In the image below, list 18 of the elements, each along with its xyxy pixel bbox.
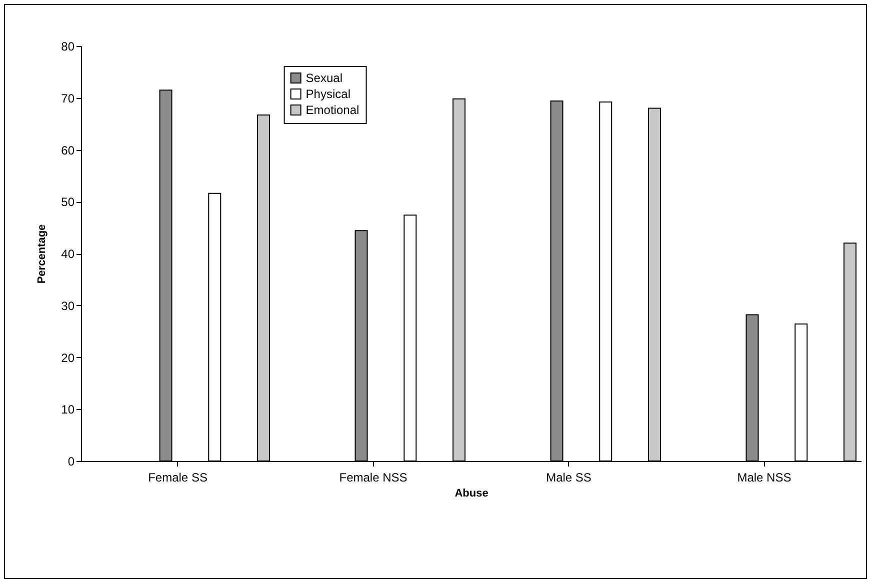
x-tick-label: Female NSS (339, 470, 408, 484)
y-tick-label: 0 (68, 454, 75, 468)
x-tick-label: Male SS (546, 470, 592, 484)
y-tick-label: 50 (61, 195, 75, 210)
y-tick-label: 20 (61, 350, 75, 365)
y-tick-label: 70 (61, 91, 75, 106)
x-axis-title: Abuse (454, 488, 488, 500)
y-tick-label: 30 (61, 298, 75, 313)
legend-label: Physical (306, 87, 350, 101)
x-tick-label: Male NSS (737, 470, 792, 484)
legend-label: Emotional (306, 103, 360, 117)
y-axis-title: Percentage (36, 224, 48, 284)
y-tick-label: 10 (61, 402, 75, 417)
y-tick-label: 80 (61, 40, 75, 54)
y-tick-label: 40 (61, 247, 75, 261)
x-tick-label: Female SS (148, 470, 208, 484)
y-tick-label: 60 (61, 143, 75, 158)
legend-label: Sexual (306, 71, 343, 85)
